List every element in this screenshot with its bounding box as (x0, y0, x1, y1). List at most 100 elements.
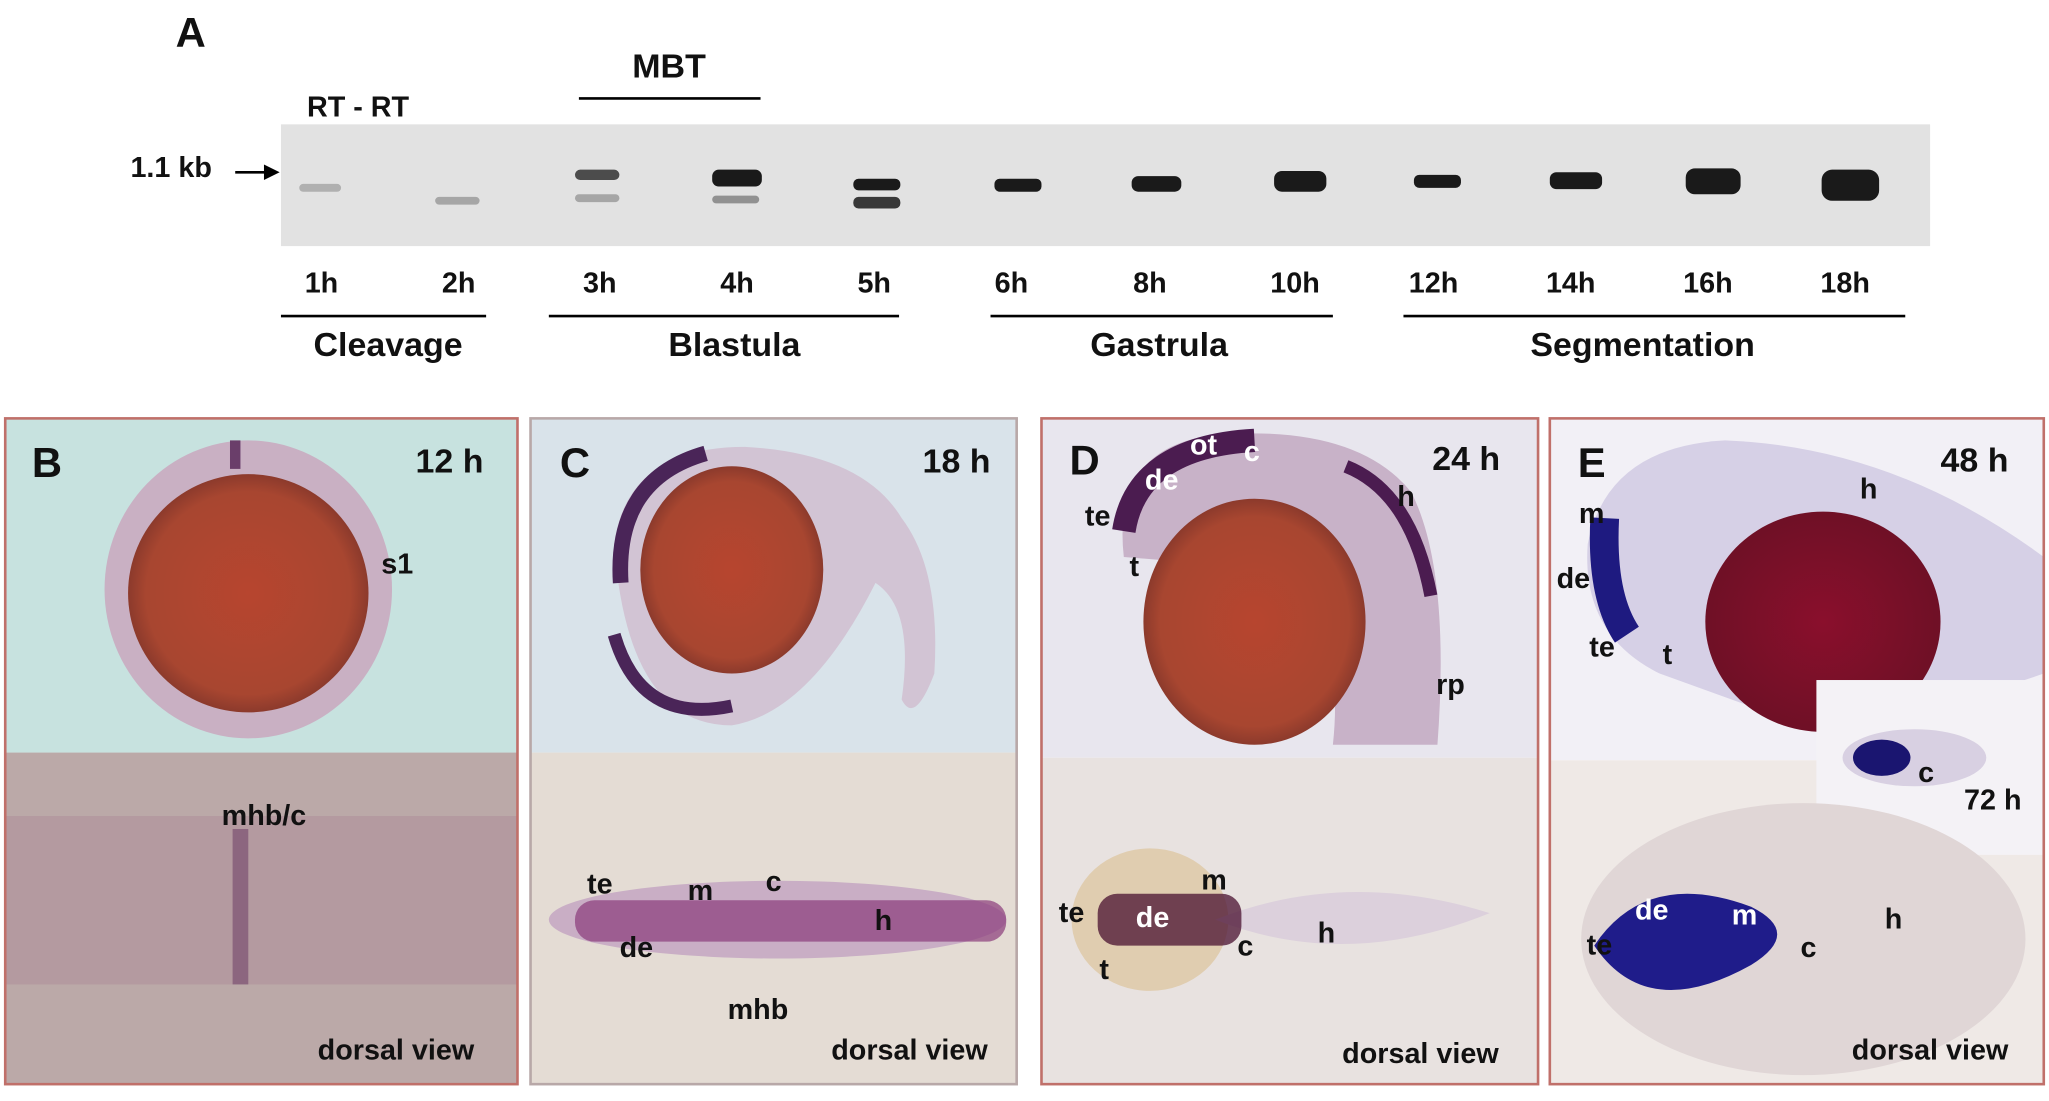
structure-label: m (1201, 865, 1227, 897)
lane-label: 10h (1270, 268, 1320, 300)
image-region (1131, 176, 1182, 192)
image-region (574, 194, 620, 203)
structure-label: mhb/c (222, 800, 307, 832)
panel-label: B (32, 439, 62, 486)
panel-label: D (1070, 437, 1100, 484)
structure-label: te (1589, 632, 1615, 664)
view-label: dorsal view (1852, 1034, 2009, 1066)
image-region (1821, 169, 1880, 201)
image-region (232, 828, 249, 985)
structure-label: m (688, 875, 714, 907)
image-region (994, 178, 1042, 192)
stage-label: Blastula (668, 326, 801, 364)
structure-label: c (1918, 757, 1934, 789)
lane-label: 3h (583, 268, 617, 300)
figure-shape (299, 168, 1880, 209)
figure-shape (1705, 511, 1941, 732)
image-region (435, 196, 480, 205)
stage-time: 24 h (1432, 440, 1500, 478)
structure-label: t (1129, 551, 1139, 583)
structure-label: de (620, 932, 654, 964)
figure-shape (1581, 803, 2026, 1076)
image-region (229, 440, 241, 469)
lane-label: 14h (1546, 268, 1596, 300)
control-label: RT - RT (307, 91, 410, 123)
image-region (1548, 417, 2046, 1086)
figure-shape (263, 164, 280, 181)
structure-label: de (1635, 895, 1669, 927)
structure-label: h (1397, 481, 1415, 513)
image-region (280, 124, 1931, 247)
figure-shape (280, 97, 1906, 318)
structure-label: c (1244, 436, 1260, 468)
structure-label: c (766, 866, 782, 898)
image-region (574, 900, 1007, 942)
structure-label: t (1663, 639, 1673, 671)
stage-label: Cleavage (314, 326, 463, 364)
lane-label: 2h (442, 268, 476, 300)
image-region (712, 169, 762, 187)
image-region (529, 417, 1018, 1086)
figure-shape (1343, 460, 1438, 598)
lane-label: 8h (1133, 268, 1167, 300)
figure-shape: A MBT RT - RT 1.1 kb 1h 2h 3h 4h 5h 6h 8h 10h 12h 14h… (32, 9, 2022, 1070)
mbt-label: MBT (632, 48, 706, 86)
figure-shape (1215, 892, 1490, 945)
image-region (1549, 172, 1603, 190)
structure-label: te (1059, 897, 1085, 929)
structure-label: m (1579, 498, 1605, 530)
image-region (712, 195, 760, 204)
structure-label: rp (1436, 669, 1465, 701)
lane-label: 16h (1683, 268, 1733, 300)
view-label: dorsal view (1342, 1038, 1499, 1070)
image-region (299, 183, 342, 192)
structure-label: c (1237, 931, 1253, 963)
lane-label: 5h (857, 268, 891, 300)
lane-label: 4h (720, 268, 754, 300)
figure-shape (640, 466, 824, 674)
structure-label: h (875, 905, 893, 937)
structure-label: de (1557, 563, 1591, 595)
stage-time: 12 h (416, 443, 484, 481)
structure-label: s1 (381, 549, 413, 581)
image-region (1097, 893, 1242, 946)
inset-time: 72 h (1964, 784, 2022, 816)
lane-label: 1h (305, 268, 339, 300)
structure-label: h (1318, 918, 1336, 950)
figure-shape (1143, 498, 1366, 745)
image-region (1040, 417, 1540, 1086)
lane-label: 18h (1820, 268, 1870, 300)
figure-shape (607, 632, 734, 716)
size-marker: 1.1 kb (130, 152, 211, 184)
structure-label: mhb (728, 994, 789, 1026)
figure-shape (1589, 517, 1640, 643)
image-region (853, 178, 901, 191)
view-label: dorsal view (318, 1034, 475, 1066)
structure-label: de (1136, 902, 1170, 934)
stage-time: 48 h (1941, 441, 2009, 479)
panel-label: C (560, 439, 590, 486)
image-region (574, 169, 620, 181)
figure-shape (1122, 433, 1441, 745)
figure-shape (1594, 893, 1778, 990)
panel-label: E (1578, 439, 1606, 486)
image-region (3, 417, 519, 1086)
figure-shape (1852, 739, 1911, 776)
structure-label: de (1145, 464, 1179, 496)
lane-label: 12h (1409, 268, 1459, 300)
structure-label: h (1860, 474, 1878, 506)
stage-label: Gastrula (1090, 326, 1229, 364)
structure-label: t (1099, 954, 1109, 986)
image-region (1685, 168, 1741, 195)
image-region (5, 816, 518, 985)
image-region (1274, 170, 1327, 192)
panel-label: A (176, 9, 206, 56)
figure-shape (128, 474, 369, 713)
structure-label: ot (1190, 430, 1218, 462)
structure-label: te (587, 869, 613, 901)
stage-label: Segmentation (1530, 326, 1755, 364)
view-label: dorsal view (831, 1034, 988, 1066)
stage-time: 18 h (923, 443, 991, 481)
structure-label: te (1085, 501, 1111, 533)
